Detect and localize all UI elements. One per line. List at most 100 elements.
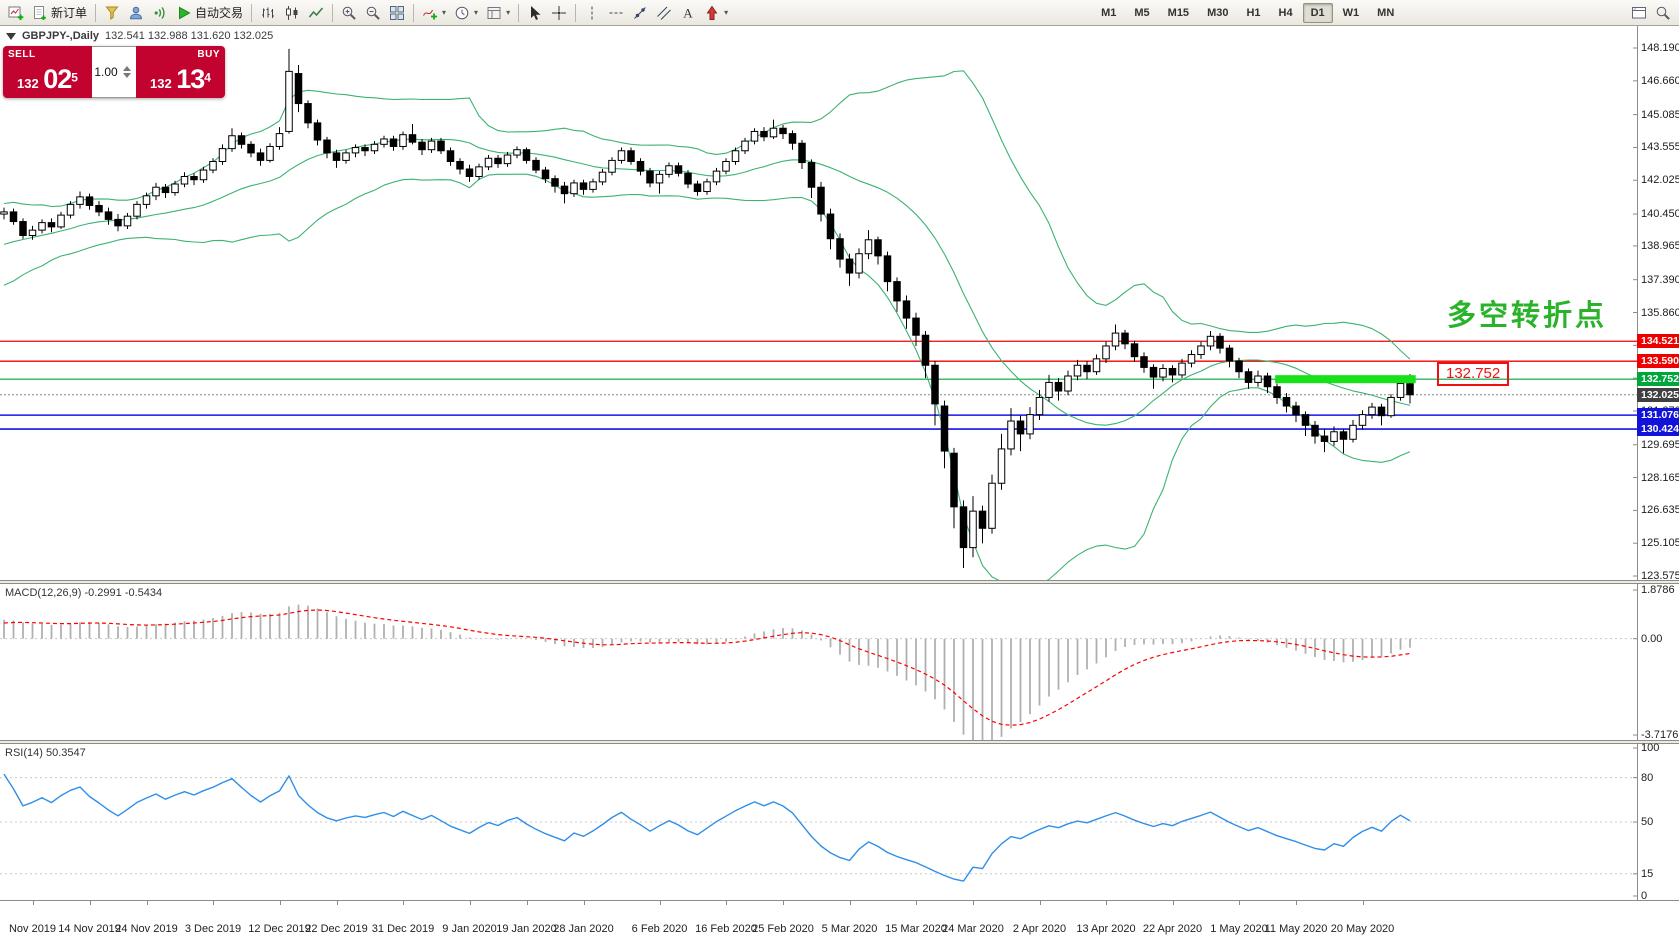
price-axis[interactable]: 148.190 146.660 145.085 143.555 142.025 140.4… [1637, 26, 1679, 943]
timeframe-button-d1[interactable]: D1 [1302, 2, 1333, 23]
arrows-tool-icon[interactable]: ▾ [700, 2, 732, 24]
macd-axis-label: -3.7176 [1641, 729, 1679, 741]
crosshair-icon[interactable] [547, 2, 571, 24]
timeframe-button-m1[interactable]: M1 [1101, 6, 1117, 19]
sell-label: SELL [8, 49, 36, 60]
price-tick: 137.390 [1641, 273, 1679, 286]
candlestick-chart-icon[interactable] [280, 2, 304, 24]
arrows-tool-icon [704, 5, 720, 21]
toolbar-separator [251, 3, 253, 22]
date-tick [1296, 901, 1297, 905]
data-window-icon[interactable] [1627, 2, 1651, 24]
trendline-icon [632, 5, 648, 21]
channel-icon[interactable] [652, 2, 676, 24]
macd-indicator-pane[interactable] [0, 584, 1679, 740]
timeframe-button-m30[interactable]: M30 [1207, 6, 1229, 19]
sell-price: 132 025 [3, 64, 92, 95]
volume-spinner [120, 66, 133, 78]
date-tick [336, 901, 338, 905]
price-tag: 132.752 [1637, 372, 1679, 387]
timeframe-button-h4[interactable]: H4 [1278, 6, 1293, 19]
timeframe-button-mn[interactable]: MN [1377, 6, 1395, 19]
volume-decrease-button[interactable] [122, 73, 131, 78]
line-chart-icon[interactable] [304, 2, 328, 24]
autotrade-button[interactable]: 自动交易 [172, 2, 247, 24]
price-tick: 138.965 [1641, 239, 1679, 252]
cursor-icon[interactable] [523, 2, 547, 24]
timeframe-button-w1[interactable]: W1 [1342, 6, 1360, 19]
templates-icon[interactable]: ▾ [482, 2, 514, 24]
price-tick: 143.555 [1641, 141, 1679, 154]
annotation-text[interactable]: 多空转折点 [1447, 300, 1608, 332]
rsi-axis-label: 100 [1641, 742, 1660, 754]
level-price-label[interactable]: 132.752 [1437, 362, 1510, 386]
buy-price-big: 13 [176, 64, 205, 94]
toolbar-separator [413, 3, 415, 22]
data-window-icon [1631, 5, 1647, 21]
periods-icon [454, 5, 470, 21]
vertical-line-icon [584, 5, 600, 21]
volume-increase-button[interactable] [122, 66, 131, 71]
toolbar-separator [95, 3, 97, 22]
rsi-indicator-pane[interactable] [0, 744, 1679, 900]
price-tick: 148.190 [1641, 42, 1679, 54]
main-price-chart[interactable] [0, 26, 1679, 580]
sell-button[interactable]: SELL 132 025 [3, 46, 92, 98]
timeframe-button-h1[interactable]: H1 [1246, 6, 1261, 19]
price-tick-marks [1633, 47, 1637, 577]
search-icon[interactable] [1651, 2, 1675, 24]
metaeditor-icon [104, 5, 120, 21]
toolbar-separator [332, 3, 334, 22]
ohlc-values: 132.541 132.988 131.620 132.025 [105, 30, 274, 42]
zoom-out-icon[interactable] [361, 2, 385, 24]
date-tick [526, 901, 528, 905]
date-label: 5 Mar 2020 [821, 923, 878, 935]
zoom-in-icon[interactable] [337, 2, 361, 24]
pane-splitter[interactable] [0, 580, 1679, 584]
indicators-icon[interactable]: ▾ [418, 2, 450, 24]
support-zone-bar[interactable] [1275, 375, 1416, 384]
timeframe-button-m5[interactable]: M5 [1134, 6, 1150, 19]
one-click-toggle-icon[interactable] [6, 32, 16, 40]
new-order-button[interactable]: 新订单 [28, 2, 91, 24]
buy-button[interactable]: BUY 132 134 [136, 46, 225, 98]
buy-price: 132 134 [136, 64, 225, 95]
rsi-caption: RSI(14) 50.3547 [5, 747, 86, 759]
chevron-down-icon: ▾ [474, 8, 479, 17]
date-tick [1172, 901, 1174, 905]
vertical-line-icon[interactable] [580, 2, 604, 24]
toolbar-separator [575, 3, 577, 22]
toolbar-separator [518, 3, 520, 22]
bar-chart-icon[interactable] [256, 2, 280, 24]
timeframe-button-m15[interactable]: M15 [1167, 6, 1190, 19]
date-tick [849, 901, 851, 905]
macd-caption: MACD(12,26,9) -0.2991 -0.5434 [5, 587, 163, 599]
volume-input[interactable] [92, 65, 120, 79]
date-label: 6 Feb 2020 [631, 923, 688, 935]
price-tick: 146.660 [1641, 74, 1679, 87]
time-axis[interactable]: Nov 2019 14 Nov 2019 24 Nov 2019 3 Dec 2019… [0, 900, 1679, 943]
symbol-period-label: GBPJPY-,Daily [22, 30, 100, 42]
price-tick: 142.025 [1641, 174, 1679, 187]
date-tick [726, 901, 727, 905]
one-click-trading-panel: SELL 132 025 BUY 132 134 [3, 46, 225, 98]
horizontal-line-icon[interactable] [604, 2, 628, 24]
signals-icon[interactable] [148, 2, 172, 24]
crosshair-icon [551, 5, 567, 21]
date-label: 13 Apr 2020 [1076, 923, 1136, 935]
pane-splitter[interactable] [0, 740, 1679, 744]
date-tick [279, 901, 281, 905]
date-label: 25 Feb 2020 [752, 923, 814, 935]
templates-icon [486, 5, 502, 21]
metaeditor-icon[interactable] [100, 2, 124, 24]
contacts-icon[interactable] [124, 2, 148, 24]
date-label: 1 May 2020 [1210, 923, 1268, 935]
date-tick [783, 901, 784, 905]
trendline-icon[interactable] [628, 2, 652, 24]
tile-windows-icon[interactable] [385, 2, 409, 24]
new-chart-icon[interactable] [4, 2, 28, 24]
candlestick-chart-icon [284, 5, 300, 21]
text-tool-icon[interactable]: A [676, 2, 700, 24]
periods-icon[interactable]: ▾ [450, 2, 482, 24]
rsi-line [3, 773, 1411, 882]
